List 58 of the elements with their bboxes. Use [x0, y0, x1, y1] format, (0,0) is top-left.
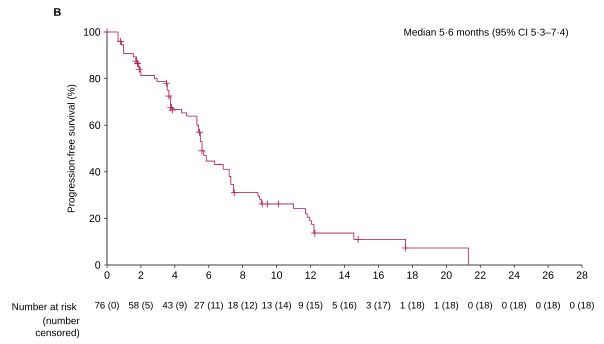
point — [132, 57, 140, 66]
x-tick-label: 10 — [272, 271, 282, 279]
x-tick-label: 28 — [576, 271, 588, 279]
text: 58 (5) — [128, 302, 153, 310]
x-tick-label: 14 — [339, 271, 350, 279]
point — [165, 92, 173, 100]
point — [103, 28, 111, 36]
text: 13 (14) — [262, 302, 292, 310]
point — [230, 188, 238, 197]
chart-title: B — [54, 8, 61, 16]
x-tick-label: 4 — [172, 271, 178, 279]
x-tick-label: 26 — [542, 271, 554, 279]
point — [258, 200, 266, 208]
x-tick-label: 6 — [206, 271, 212, 279]
x-tick-label: 24 — [508, 271, 520, 279]
text: 0 (18) — [468, 302, 492, 310]
point — [196, 128, 204, 136]
text: 1 (18) — [400, 302, 424, 310]
point — [135, 65, 144, 74]
y-axis-title: Progression-free survival (%) — [67, 84, 77, 212]
point — [198, 146, 206, 155]
text: 27 (11) — [194, 302, 223, 310]
y-tick-label: 20 — [89, 214, 100, 222]
x-tick-label: 12 — [306, 271, 316, 279]
x-tick-label: 22 — [474, 271, 486, 279]
text: 0 (18) — [536, 302, 560, 310]
point — [310, 229, 319, 237]
text: 3 (17) — [366, 302, 390, 310]
y-tick-label: 80 — [89, 74, 100, 82]
y-tick-label: 100 — [84, 28, 100, 36]
text: 76 (0) — [95, 302, 119, 310]
text: 43 (9) — [162, 302, 187, 310]
text: 18 (12) — [228, 302, 258, 310]
text: 1 (18) — [434, 302, 458, 310]
point — [168, 106, 176, 114]
x-tick-label: 2 — [138, 271, 144, 279]
point — [274, 200, 282, 208]
point — [134, 60, 142, 68]
x-tick-label: 0 — [104, 271, 110, 279]
point — [263, 200, 272, 208]
point — [162, 79, 170, 88]
x-tick-label: 16 — [373, 271, 384, 279]
text: 9 (15) — [298, 302, 322, 310]
text: (number censored) — [36, 316, 80, 338]
annotation: Median 5·6 months (95% CI 5·3–7·4) — [404, 28, 568, 38]
point — [166, 104, 175, 112]
x-tick-label: 20 — [440, 271, 452, 279]
y-tick-label: 40 — [89, 168, 100, 176]
point — [402, 244, 410, 252]
point — [116, 37, 124, 46]
x-tick-label: 18 — [407, 271, 418, 279]
y-tick-label: 0 — [95, 261, 100, 269]
y-tick-label: 60 — [89, 121, 100, 129]
x-tick-label: 8 — [240, 271, 246, 279]
text: 5 (16) — [332, 302, 356, 310]
text: 0 (18) — [502, 302, 526, 310]
text: 0 (18) — [570, 302, 594, 310]
text: Number at risk — [12, 302, 77, 310]
